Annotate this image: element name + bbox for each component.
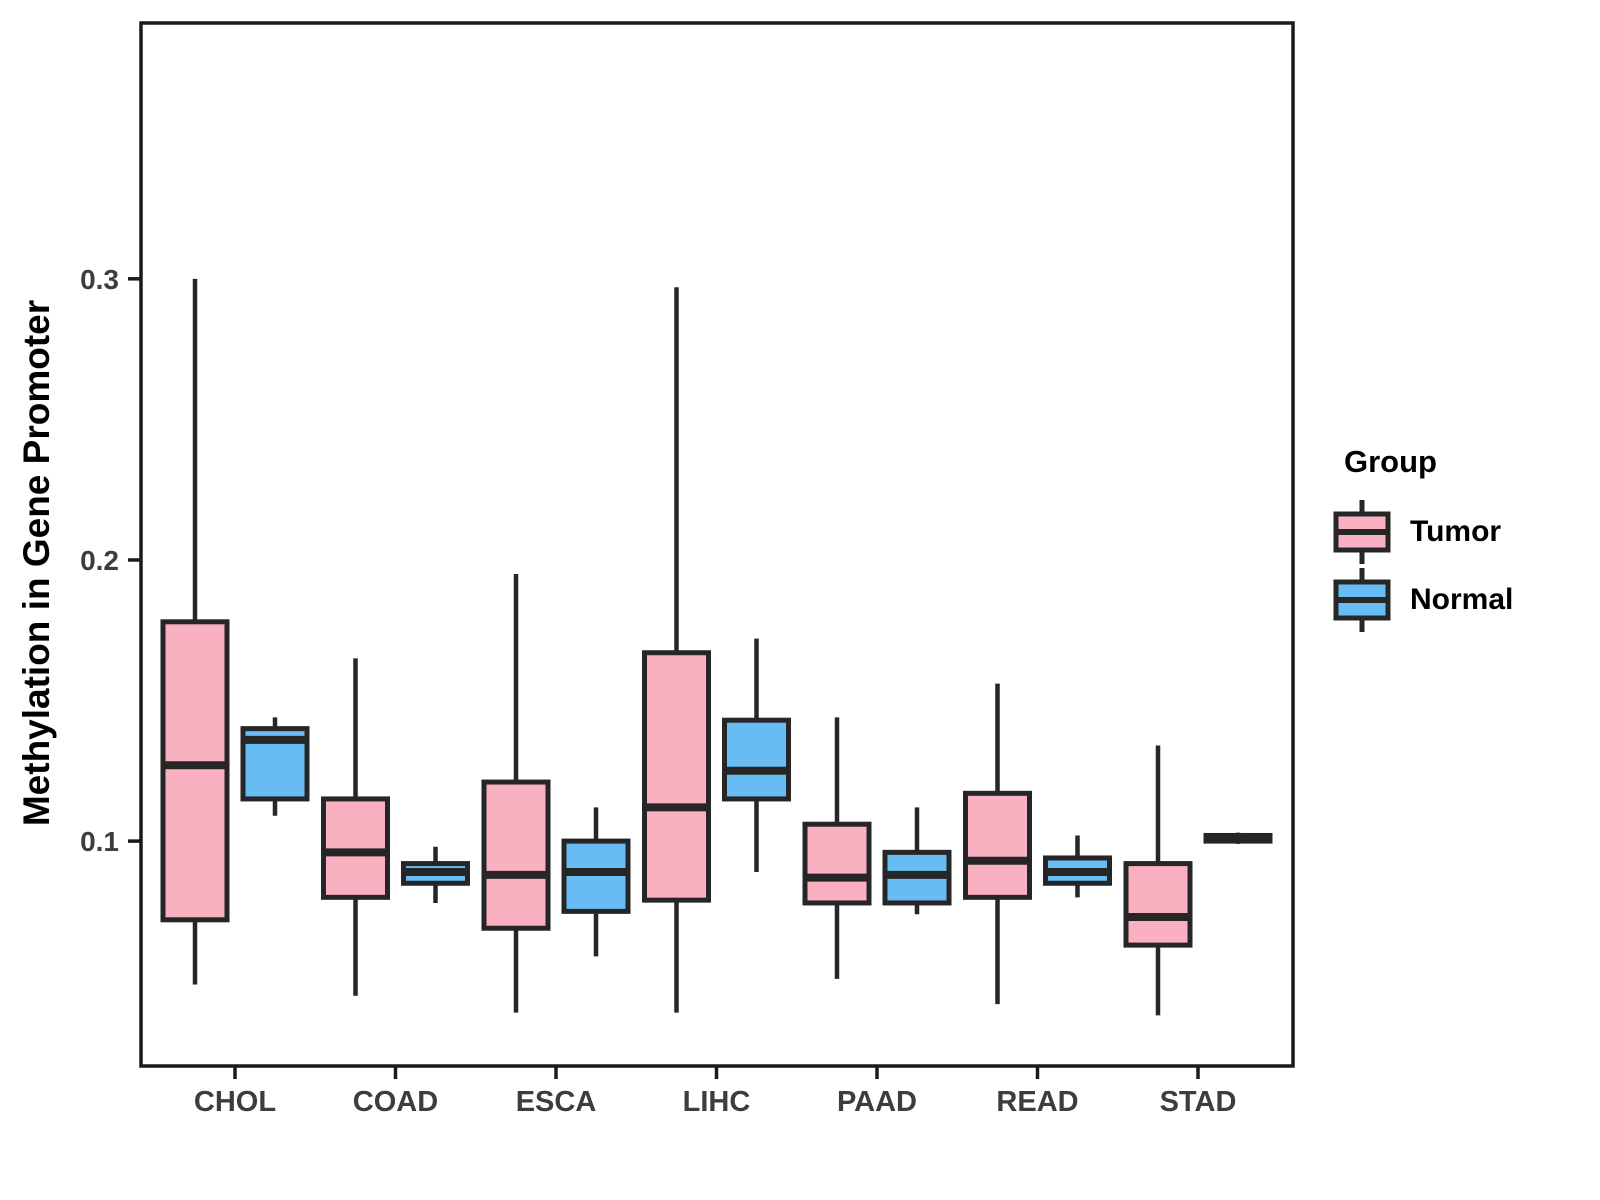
legend: Group Tumor Normal xyxy=(1330,444,1590,634)
y-tick-label: 0.1 xyxy=(80,826,119,857)
x-tick-label-stad: STAD xyxy=(1160,1086,1237,1118)
y-tick-label: 0.2 xyxy=(80,545,119,576)
tumor-boxplot-key-icon xyxy=(1333,500,1391,564)
plot-panel-border xyxy=(139,21,1295,1068)
x-tick-label-coad: COAD xyxy=(353,1086,438,1118)
box-lihc-tumor xyxy=(642,650,711,903)
legend-entry-tumor: Tumor xyxy=(1330,498,1590,566)
box-read-tumor xyxy=(963,790,1032,900)
legend-label-normal: Normal xyxy=(1410,583,1514,616)
box-esca-normal xyxy=(561,838,631,914)
normal-boxplot-key-icon xyxy=(1333,568,1391,632)
box-esca-tumor xyxy=(481,779,551,931)
box-paad-tumor xyxy=(802,821,872,906)
box-chol-tumor xyxy=(160,619,230,923)
box-lihc-normal xyxy=(722,717,791,802)
legend-entry-normal: Normal xyxy=(1330,566,1590,634)
x-tick-label-chol: CHOL xyxy=(194,1086,276,1118)
x-tick-label-read: READ xyxy=(996,1086,1078,1118)
box-coad-tumor xyxy=(321,796,390,900)
legend-label-tumor: Tumor xyxy=(1410,515,1502,548)
x-tick-label-esca: ESCA xyxy=(516,1086,597,1118)
y-tick-label: 0.3 xyxy=(80,264,119,295)
box-stad-tumor xyxy=(1123,861,1193,948)
y-axis-title: Methylation in Gene Promoter xyxy=(16,299,57,827)
x-tick-label-lihc: LIHC xyxy=(683,1086,751,1118)
legend-title: Group xyxy=(1344,444,1437,479)
x-tick-label-paad: PAAD xyxy=(837,1086,917,1118)
